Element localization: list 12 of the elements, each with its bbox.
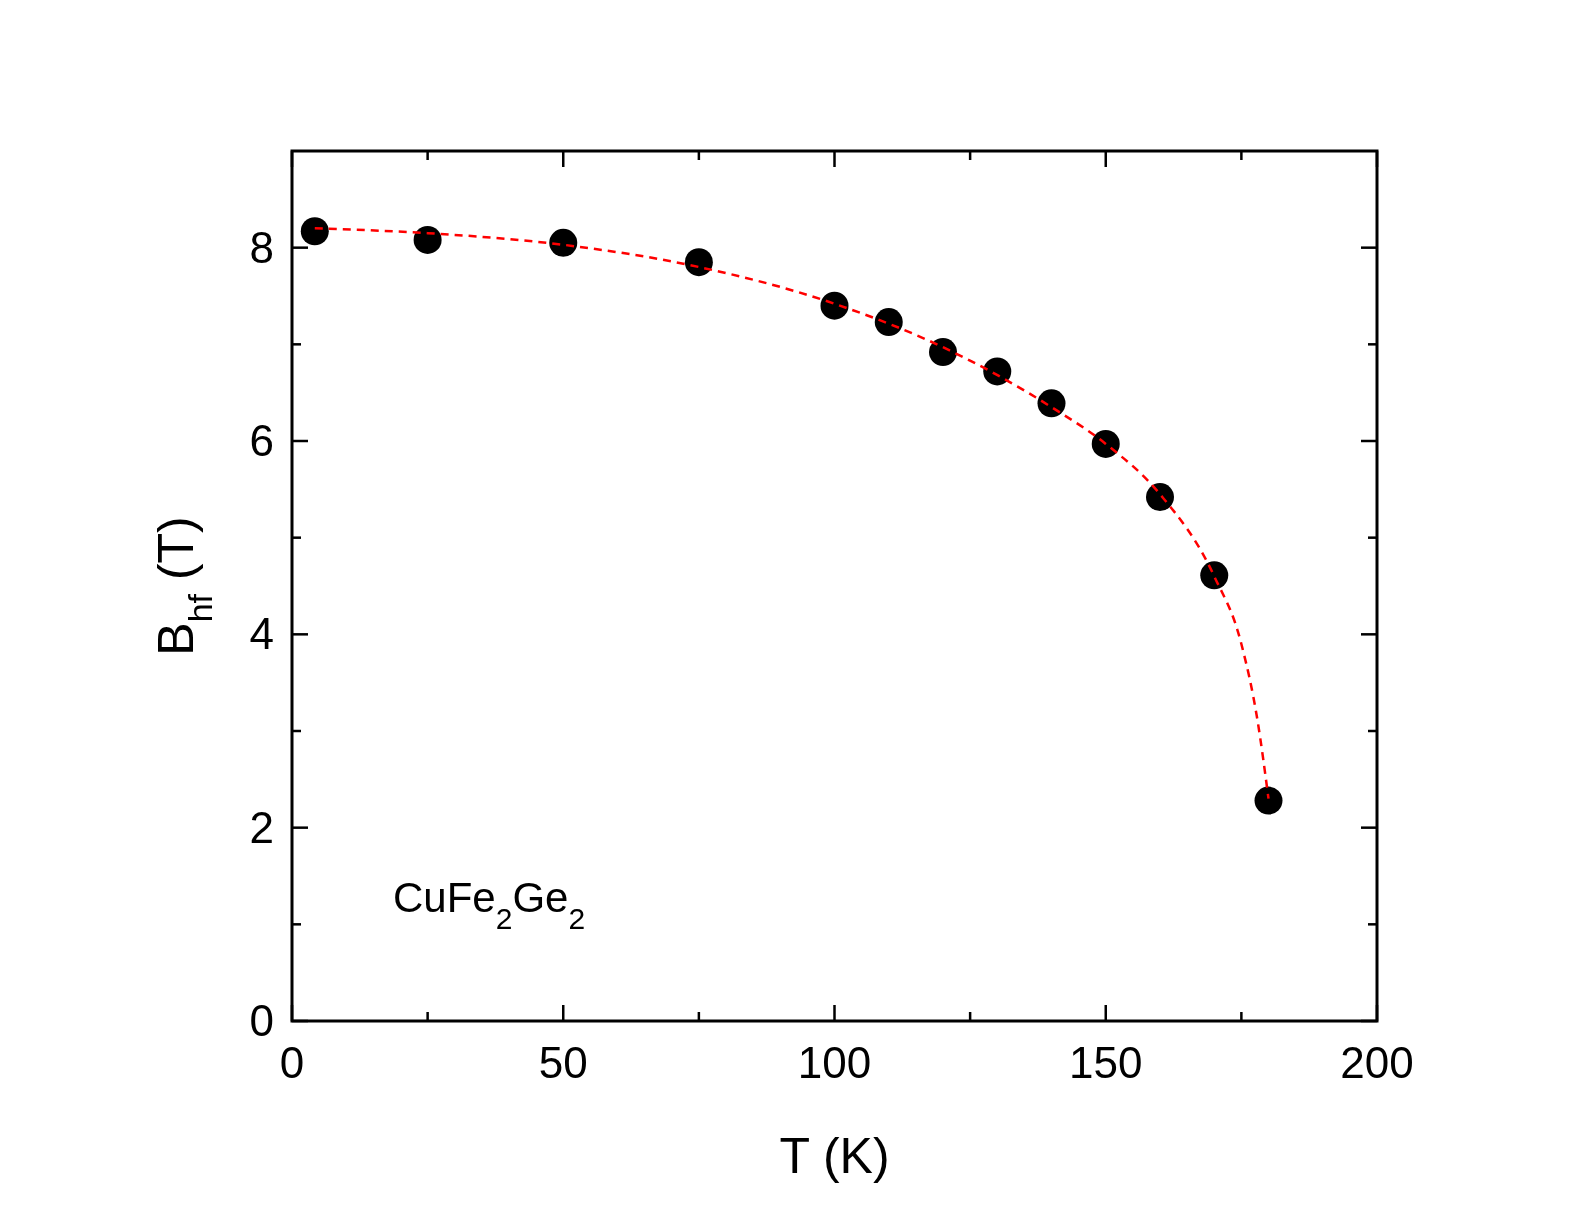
x-axis-title: T (K) bbox=[779, 1128, 890, 1184]
x-tick-label: 150 bbox=[1069, 1038, 1143, 1087]
x-tick-label: 200 bbox=[1340, 1038, 1414, 1087]
x-tick-label: 100 bbox=[797, 1038, 872, 1087]
y-tick-label: 8 bbox=[249, 222, 274, 272]
y-tick-label: 0 bbox=[249, 996, 274, 1045]
y-tick-label: 2 bbox=[249, 802, 274, 852]
x-tick-label: 0 bbox=[279, 1038, 305, 1087]
annotation: CuFe$_{2}$Ge$_{2}$ bbox=[393, 874, 586, 935]
y-tick-label: 4 bbox=[249, 609, 274, 659]
x-tick-label: 50 bbox=[538, 1038, 588, 1087]
y-tick-label: 6 bbox=[249, 416, 274, 465]
